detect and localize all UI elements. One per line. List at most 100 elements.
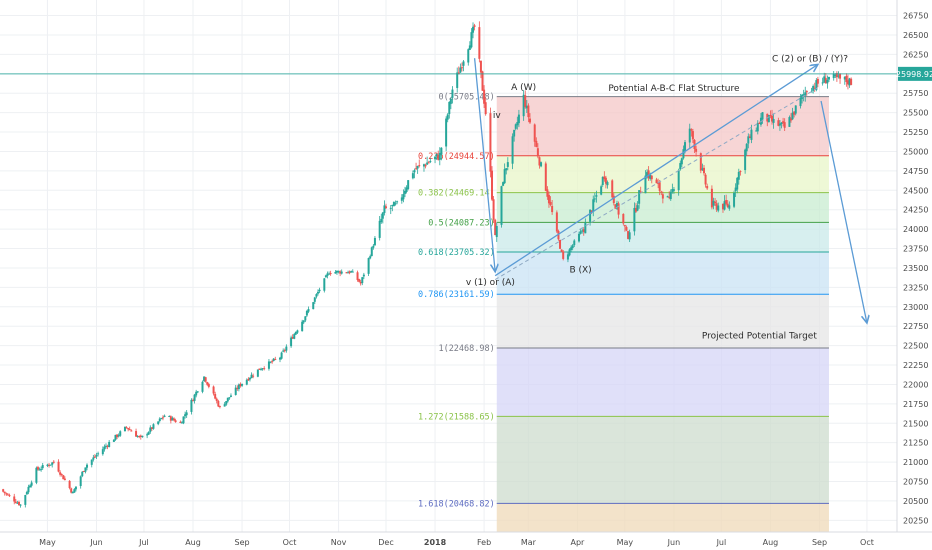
candle-body[interactable]	[358, 279, 361, 282]
candle-body[interactable]	[418, 165, 421, 167]
candle-body[interactable]	[324, 275, 327, 278]
candle-body[interactable]	[535, 140, 538, 147]
candle-body[interactable]	[595, 195, 598, 197]
candle-body[interactable]	[728, 205, 731, 209]
candle-body[interactable]	[261, 368, 264, 370]
candle-body[interactable]	[479, 60, 482, 73]
candle-body[interactable]	[236, 387, 239, 389]
candle-body[interactable]	[92, 457, 95, 460]
candle-body[interactable]	[481, 71, 484, 91]
candle-body[interactable]	[449, 99, 452, 104]
candle-body[interactable]	[777, 120, 780, 126]
candle-body[interactable]	[52, 461, 55, 463]
candle-body[interactable]	[435, 153, 438, 157]
candle-body[interactable]	[712, 200, 715, 206]
candle-body[interactable]	[422, 164, 425, 167]
candle-body[interactable]	[612, 195, 615, 204]
candle-body[interactable]	[737, 171, 740, 180]
candle-body[interactable]	[448, 101, 451, 115]
candle-body[interactable]	[690, 129, 693, 131]
candle-body[interactable]	[171, 417, 174, 421]
candle-body[interactable]	[356, 272, 359, 280]
candle-body[interactable]	[677, 170, 680, 191]
candle-body[interactable]	[329, 273, 332, 275]
candle-body[interactable]	[672, 189, 675, 191]
candle-body[interactable]	[570, 247, 573, 250]
candle-body[interactable]	[426, 162, 429, 165]
candle-body[interactable]	[373, 237, 376, 246]
candle-body[interactable]	[215, 398, 218, 401]
candle-body[interactable]	[305, 311, 308, 316]
candle-body[interactable]	[804, 92, 807, 96]
candle-body[interactable]	[802, 94, 805, 96]
candle-body[interactable]	[688, 128, 691, 143]
candle-body[interactable]	[193, 394, 196, 401]
candle-body[interactable]	[60, 473, 63, 475]
candle-body[interactable]	[562, 251, 565, 259]
candle-body[interactable]	[241, 383, 244, 386]
candle-body[interactable]	[756, 122, 759, 132]
candle-body[interactable]	[252, 375, 255, 377]
candle-body[interactable]	[547, 195, 550, 204]
candle-body[interactable]	[702, 167, 705, 174]
candle-body[interactable]	[723, 201, 726, 210]
candle-body[interactable]	[245, 379, 248, 385]
candle-body[interactable]	[528, 118, 531, 123]
candle-body[interactable]	[593, 198, 596, 200]
candle-body[interactable]	[301, 321, 304, 332]
candle-body[interactable]	[291, 337, 294, 339]
candle-body[interactable]	[845, 75, 848, 83]
candle-body[interactable]	[302, 320, 305, 323]
candle-body[interactable]	[204, 377, 207, 382]
candle-body[interactable]	[6, 494, 9, 496]
candle-body[interactable]	[733, 192, 736, 207]
candle-body[interactable]	[79, 476, 82, 487]
candle-body[interactable]	[850, 78, 853, 85]
candle-body[interactable]	[744, 149, 747, 171]
candle-body[interactable]	[174, 420, 177, 423]
candle-body[interactable]	[5, 493, 8, 495]
candle-body[interactable]	[315, 294, 318, 297]
candle-body[interactable]	[30, 482, 33, 486]
candle-body[interactable]	[323, 278, 326, 291]
candle-body[interactable]	[389, 207, 392, 209]
candle-body[interactable]	[135, 431, 138, 437]
candle-body[interactable]	[415, 168, 418, 170]
candle-body[interactable]	[195, 391, 198, 396]
candle-body[interactable]	[19, 504, 22, 506]
candle-body[interactable]	[513, 129, 516, 137]
candle-body[interactable]	[207, 384, 210, 387]
candle-body[interactable]	[359, 282, 362, 284]
candle-body[interactable]	[772, 118, 775, 123]
candle-body[interactable]	[263, 368, 266, 370]
candle-body[interactable]	[483, 89, 486, 104]
candle-body[interactable]	[161, 417, 164, 419]
candle-body[interactable]	[274, 359, 277, 361]
candle-body[interactable]	[38, 469, 41, 471]
candle-body[interactable]	[362, 274, 365, 277]
candle-body[interactable]	[514, 124, 517, 129]
candle-body[interactable]	[17, 501, 20, 506]
candle-body[interactable]	[492, 199, 495, 220]
candle-body[interactable]	[239, 383, 242, 386]
candle-body[interactable]	[540, 162, 543, 167]
candle-body[interactable]	[517, 114, 520, 124]
candle-body[interactable]	[326, 273, 329, 276]
candle-body[interactable]	[736, 177, 739, 190]
candle-body[interactable]	[468, 45, 471, 50]
candle-body[interactable]	[169, 416, 172, 421]
candle-body[interactable]	[767, 115, 770, 123]
candle-body[interactable]	[837, 75, 840, 77]
candle-body[interactable]	[339, 271, 342, 274]
candle-body[interactable]	[726, 203, 729, 208]
candle-body[interactable]	[589, 209, 592, 222]
candle-body[interactable]	[761, 112, 764, 120]
candle-body[interactable]	[14, 501, 17, 504]
candle-body[interactable]	[826, 79, 829, 84]
candle-body[interactable]	[827, 76, 830, 80]
candle-body[interactable]	[97, 453, 100, 455]
candle-body[interactable]	[848, 78, 851, 86]
candle-body[interactable]	[679, 163, 682, 170]
candle-body[interactable]	[584, 222, 587, 234]
